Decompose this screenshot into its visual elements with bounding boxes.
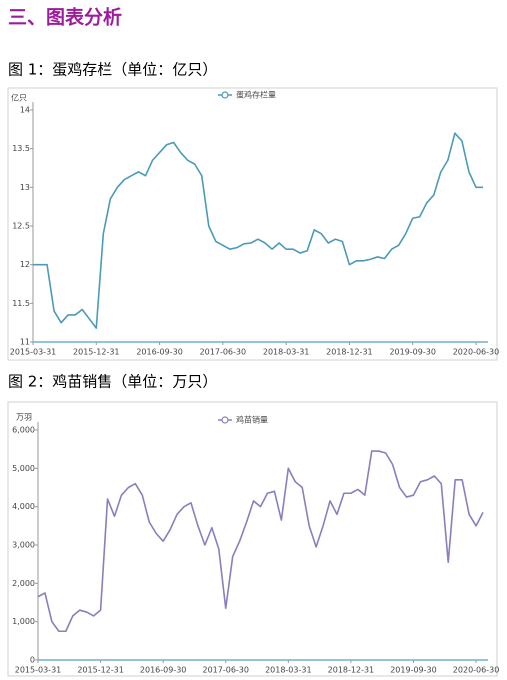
y-tick-label: 1,000 xyxy=(12,617,35,626)
x-tick-label: 2020-06-30 xyxy=(453,666,500,675)
figure-caption: 图 2：鸡苗销售（单位：万只） xyxy=(8,373,217,391)
x-tick-label: 2015-12-31 xyxy=(77,666,124,675)
chart-frame xyxy=(7,401,498,677)
x-tick-label: 2018-03-31 xyxy=(263,348,310,357)
x-tick-label: 2020-06-30 xyxy=(453,348,500,357)
data-line xyxy=(33,132,483,329)
x-tick-label: 2015-03-31 xyxy=(10,348,57,357)
y-tick-label: 12 xyxy=(20,260,30,269)
y-axis-unit: 亿只 xyxy=(11,93,27,103)
x-tick-label: 2018-03-31 xyxy=(265,666,312,675)
x-tick-label: 2016-09-30 xyxy=(136,348,183,357)
x-tick-label: 2016-09-30 xyxy=(140,666,187,675)
y-tick-label: 0 xyxy=(30,656,35,665)
legend-marker xyxy=(221,416,229,424)
y-tick-label: 12.5 xyxy=(12,222,30,231)
x-tick-label: 2019-09-30 xyxy=(390,666,437,675)
legend-label: 鸡苗销量 xyxy=(236,415,268,425)
y-tick-label: 11.5 xyxy=(12,299,30,308)
legend-marker xyxy=(221,91,229,99)
y-tick-label: 14 xyxy=(20,106,30,115)
y-tick-label: 13 xyxy=(20,183,30,192)
y-axis-unit: 万羽 xyxy=(16,413,32,422)
y-tick-label: 3,000 xyxy=(12,541,35,550)
y-tick-label: 2,000 xyxy=(12,579,35,588)
y-tick-label: 6,000 xyxy=(12,426,35,435)
section-title: 三、图表分析 xyxy=(8,6,122,29)
figure-caption: 图 1：蛋鸡存栏（单位：亿只） xyxy=(8,61,217,79)
chart-frame xyxy=(7,87,498,361)
x-tick-label: 2015-12-31 xyxy=(73,348,120,357)
legend-label: 蛋鸡存栏量 xyxy=(236,90,276,100)
y-tick-label: 11 xyxy=(20,338,30,347)
data-line xyxy=(37,450,484,633)
y-tick-label: 4,000 xyxy=(12,502,35,511)
x-tick-label: 2018-12-31 xyxy=(326,348,373,357)
y-tick-label: 5,000 xyxy=(12,464,35,473)
y-tick-label: 13.5 xyxy=(12,144,30,153)
x-tick-label: 2018-12-31 xyxy=(328,666,375,675)
x-tick-label: 2015-03-31 xyxy=(15,666,62,675)
x-tick-label: 2017-06-30 xyxy=(202,666,249,675)
x-tick-label: 2019-09-30 xyxy=(389,348,436,357)
x-tick-label: 2017-06-30 xyxy=(200,348,247,357)
